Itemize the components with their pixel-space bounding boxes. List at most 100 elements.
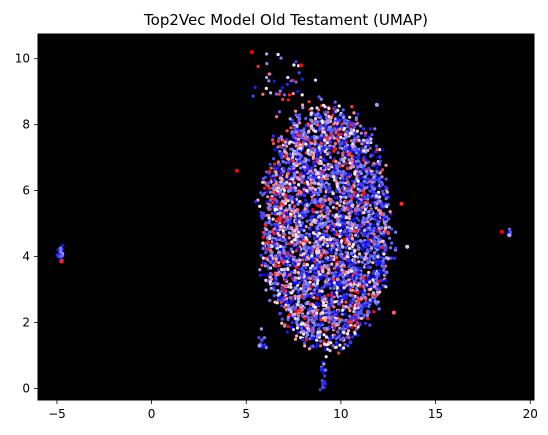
scatter-point (316, 182, 321, 186)
scatter-point (347, 194, 351, 198)
scatter-point (355, 321, 359, 325)
scatter-point (333, 168, 337, 172)
scatter-point (272, 183, 276, 187)
scatter-point (295, 170, 299, 174)
scatter-point (313, 221, 317, 225)
scatter-point (288, 258, 292, 262)
scatter-point (354, 116, 358, 120)
scatter-point (337, 335, 341, 339)
scatter-point (307, 203, 311, 207)
scatter-point (370, 180, 374, 184)
scatter-point (295, 312, 299, 316)
scatter-point (316, 171, 320, 175)
scatter-point (288, 220, 292, 224)
scatter-point (367, 276, 371, 280)
scatter-point (321, 248, 325, 252)
scatter-point (338, 180, 342, 185)
scatter-point (288, 182, 292, 186)
scatter-point (322, 386, 326, 390)
scatter-point (322, 294, 327, 299)
scatter-point (337, 104, 341, 108)
scatter-point (283, 227, 287, 231)
scatter-point (317, 250, 321, 255)
scatter-point (282, 220, 286, 224)
scatter-point (319, 155, 323, 159)
scatter-point (341, 217, 345, 221)
scatter-point (317, 231, 321, 235)
scatter-point (276, 52, 280, 57)
scatter-point (300, 211, 304, 215)
scatter-point (370, 172, 374, 176)
scatter-point (327, 340, 331, 344)
scatter-point (313, 254, 317, 258)
scatter-point (287, 93, 291, 97)
scatter-point (291, 233, 295, 237)
scatter-point (335, 176, 339, 180)
scatter-point (302, 255, 306, 259)
scatter-point (368, 222, 372, 226)
scatter-point (351, 288, 355, 292)
scatter-point (342, 278, 346, 282)
scatter-point (281, 192, 285, 196)
scatter-point (315, 123, 320, 127)
scatter-point (296, 294, 301, 299)
scatter-point (320, 213, 324, 217)
scatter-point (263, 191, 267, 195)
scatter-point (343, 256, 347, 261)
scatter-point (335, 165, 339, 169)
scatter-point (310, 175, 314, 179)
scatter-point (279, 256, 283, 260)
y-tick-label: 8 (22, 118, 30, 132)
scatter-point (272, 231, 276, 235)
scatter-point (386, 256, 390, 260)
scatter-point (373, 215, 377, 219)
scatter-point (332, 257, 336, 262)
scatter-point (295, 152, 299, 156)
scatter-point (284, 211, 288, 215)
scatter-point (313, 266, 317, 270)
scatter-point (306, 164, 310, 169)
scatter-point (334, 159, 338, 164)
scatter-point (335, 184, 339, 188)
scatter-point (268, 162, 272, 166)
scatter-point (356, 179, 360, 183)
scatter-point (364, 145, 368, 149)
scatter-point (310, 331, 314, 335)
scatter-point (343, 237, 347, 241)
scatter-point (261, 256, 265, 260)
scatter-point (356, 193, 360, 198)
scatter-point (345, 274, 349, 278)
scatter-point (345, 336, 349, 340)
scatter-point (285, 82, 289, 86)
scatter-point (330, 129, 335, 133)
scatter-point (374, 301, 378, 305)
scatter-point (302, 329, 306, 333)
scatter-point (303, 136, 307, 140)
scatter-point (314, 313, 318, 318)
scatter-point (315, 262, 320, 266)
scatter-point (375, 148, 379, 152)
scatter-point (289, 282, 293, 286)
scatter-point (304, 335, 308, 339)
scatter-point (347, 158, 351, 162)
scatter-point (326, 226, 330, 230)
scatter-point (286, 325, 290, 329)
scatter-point (294, 232, 298, 236)
scatter-point (310, 294, 314, 298)
scatter-point (308, 153, 312, 157)
scatter-point (288, 165, 292, 169)
scatter-point (331, 221, 335, 225)
scatter-point (282, 267, 286, 272)
scatter-point (355, 276, 359, 280)
scatter-point (281, 285, 285, 289)
scatter-point (363, 196, 367, 201)
scatter-point (321, 166, 325, 170)
scatter-point (289, 271, 294, 275)
scatter-point (325, 343, 329, 347)
scatter-point (390, 227, 394, 231)
scatter-point (291, 207, 295, 211)
scatter-point (305, 271, 309, 276)
scatter-point (340, 300, 344, 304)
scatter-point (326, 128, 330, 132)
scatter-point (322, 333, 326, 337)
